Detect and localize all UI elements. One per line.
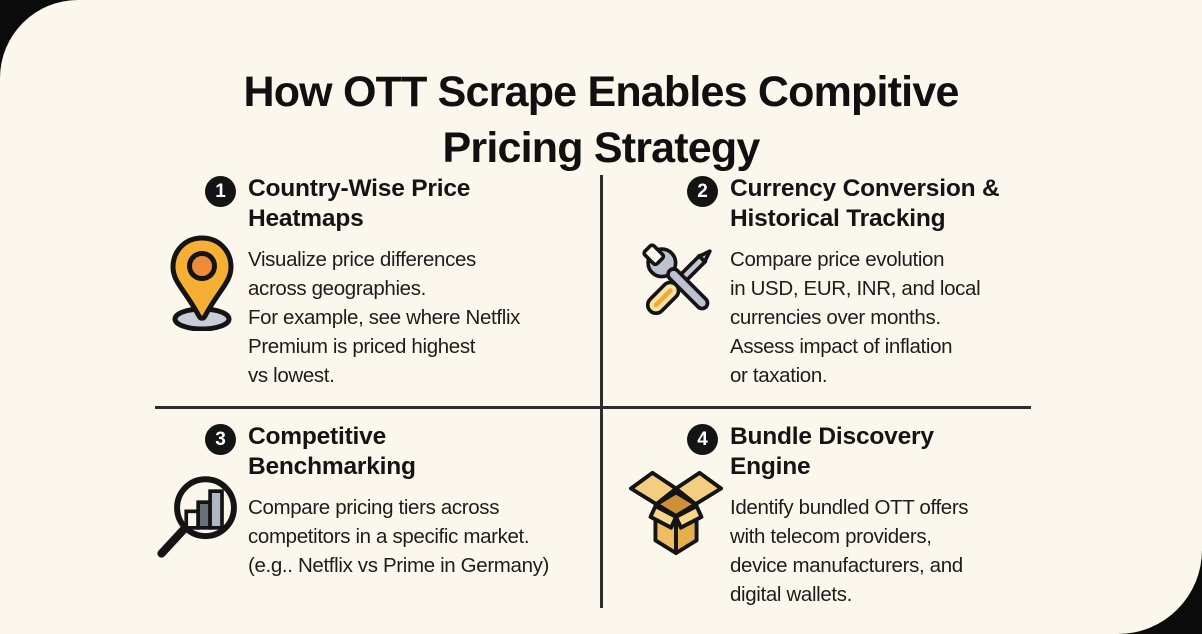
feature-3-text-column: Competitive Benchmarking Compare pricing… [248,420,602,580]
page-title: How OTT Scrape Enables Compitive Pricing… [243,67,959,172]
number-badge-3: 3 [205,424,236,455]
feature-4-icon-column: 4 [629,420,730,559]
feature-3-icon-column: 3 [150,420,248,563]
wrench-screwdriver-icon [642,243,712,316]
feature-2-title: Currency Conversion & Historical Trackin… [730,175,1000,232]
number-badge-1: 1 [205,176,236,207]
location-pin-icon [170,235,234,331]
magnifier-bar-chart-icon [157,476,237,558]
feature-currency-conversion-tracking: 2 Currency Conversion & Historical Track… [632,172,1052,390]
feature-3-description: Compare pricing tiers across competitors… [248,496,550,577]
number-badge-4: 4 [687,424,718,455]
feature-country-wise-price-heatmaps: 1 Country-Wise Price Heatmaps Visualize … [150,172,602,390]
feature-1-text-column: Country-Wise Price Heatmaps Visualize pr… [248,172,602,390]
feature-competitive-benchmarking: 3 Competitive Benchmarking Compare prici… [150,420,602,580]
number-badge-2: 2 [687,176,718,207]
feature-1-description: Visualize price differences across geogr… [248,248,521,387]
open-box-icon [629,470,723,556]
feature-4-text-column: Bundle Discovery Engine Identify bundled… [730,420,1052,609]
feature-2-description: Compare price evolution in USD, EUR, INR… [730,248,981,387]
feature-2-icon-column: 2 [632,172,730,325]
feature-bundle-discovery-engine: 4 Bundle Discovery Engine Identify bundl… [629,420,1052,609]
vertical-divider [600,175,603,608]
feature-1-title: Country-Wise Price Heatmaps [248,175,471,232]
horizontal-divider [155,406,1031,409]
feature-4-title: Bundle Discovery Engine [730,423,934,480]
feature-4-description: Identify bundled OTT offers with telecom… [730,496,969,606]
feature-2-text-column: Currency Conversion & Historical Trackin… [730,172,1052,390]
feature-1-icon-column: 1 [150,172,248,331]
feature-3-title: Competitive Benchmarking [248,423,416,480]
